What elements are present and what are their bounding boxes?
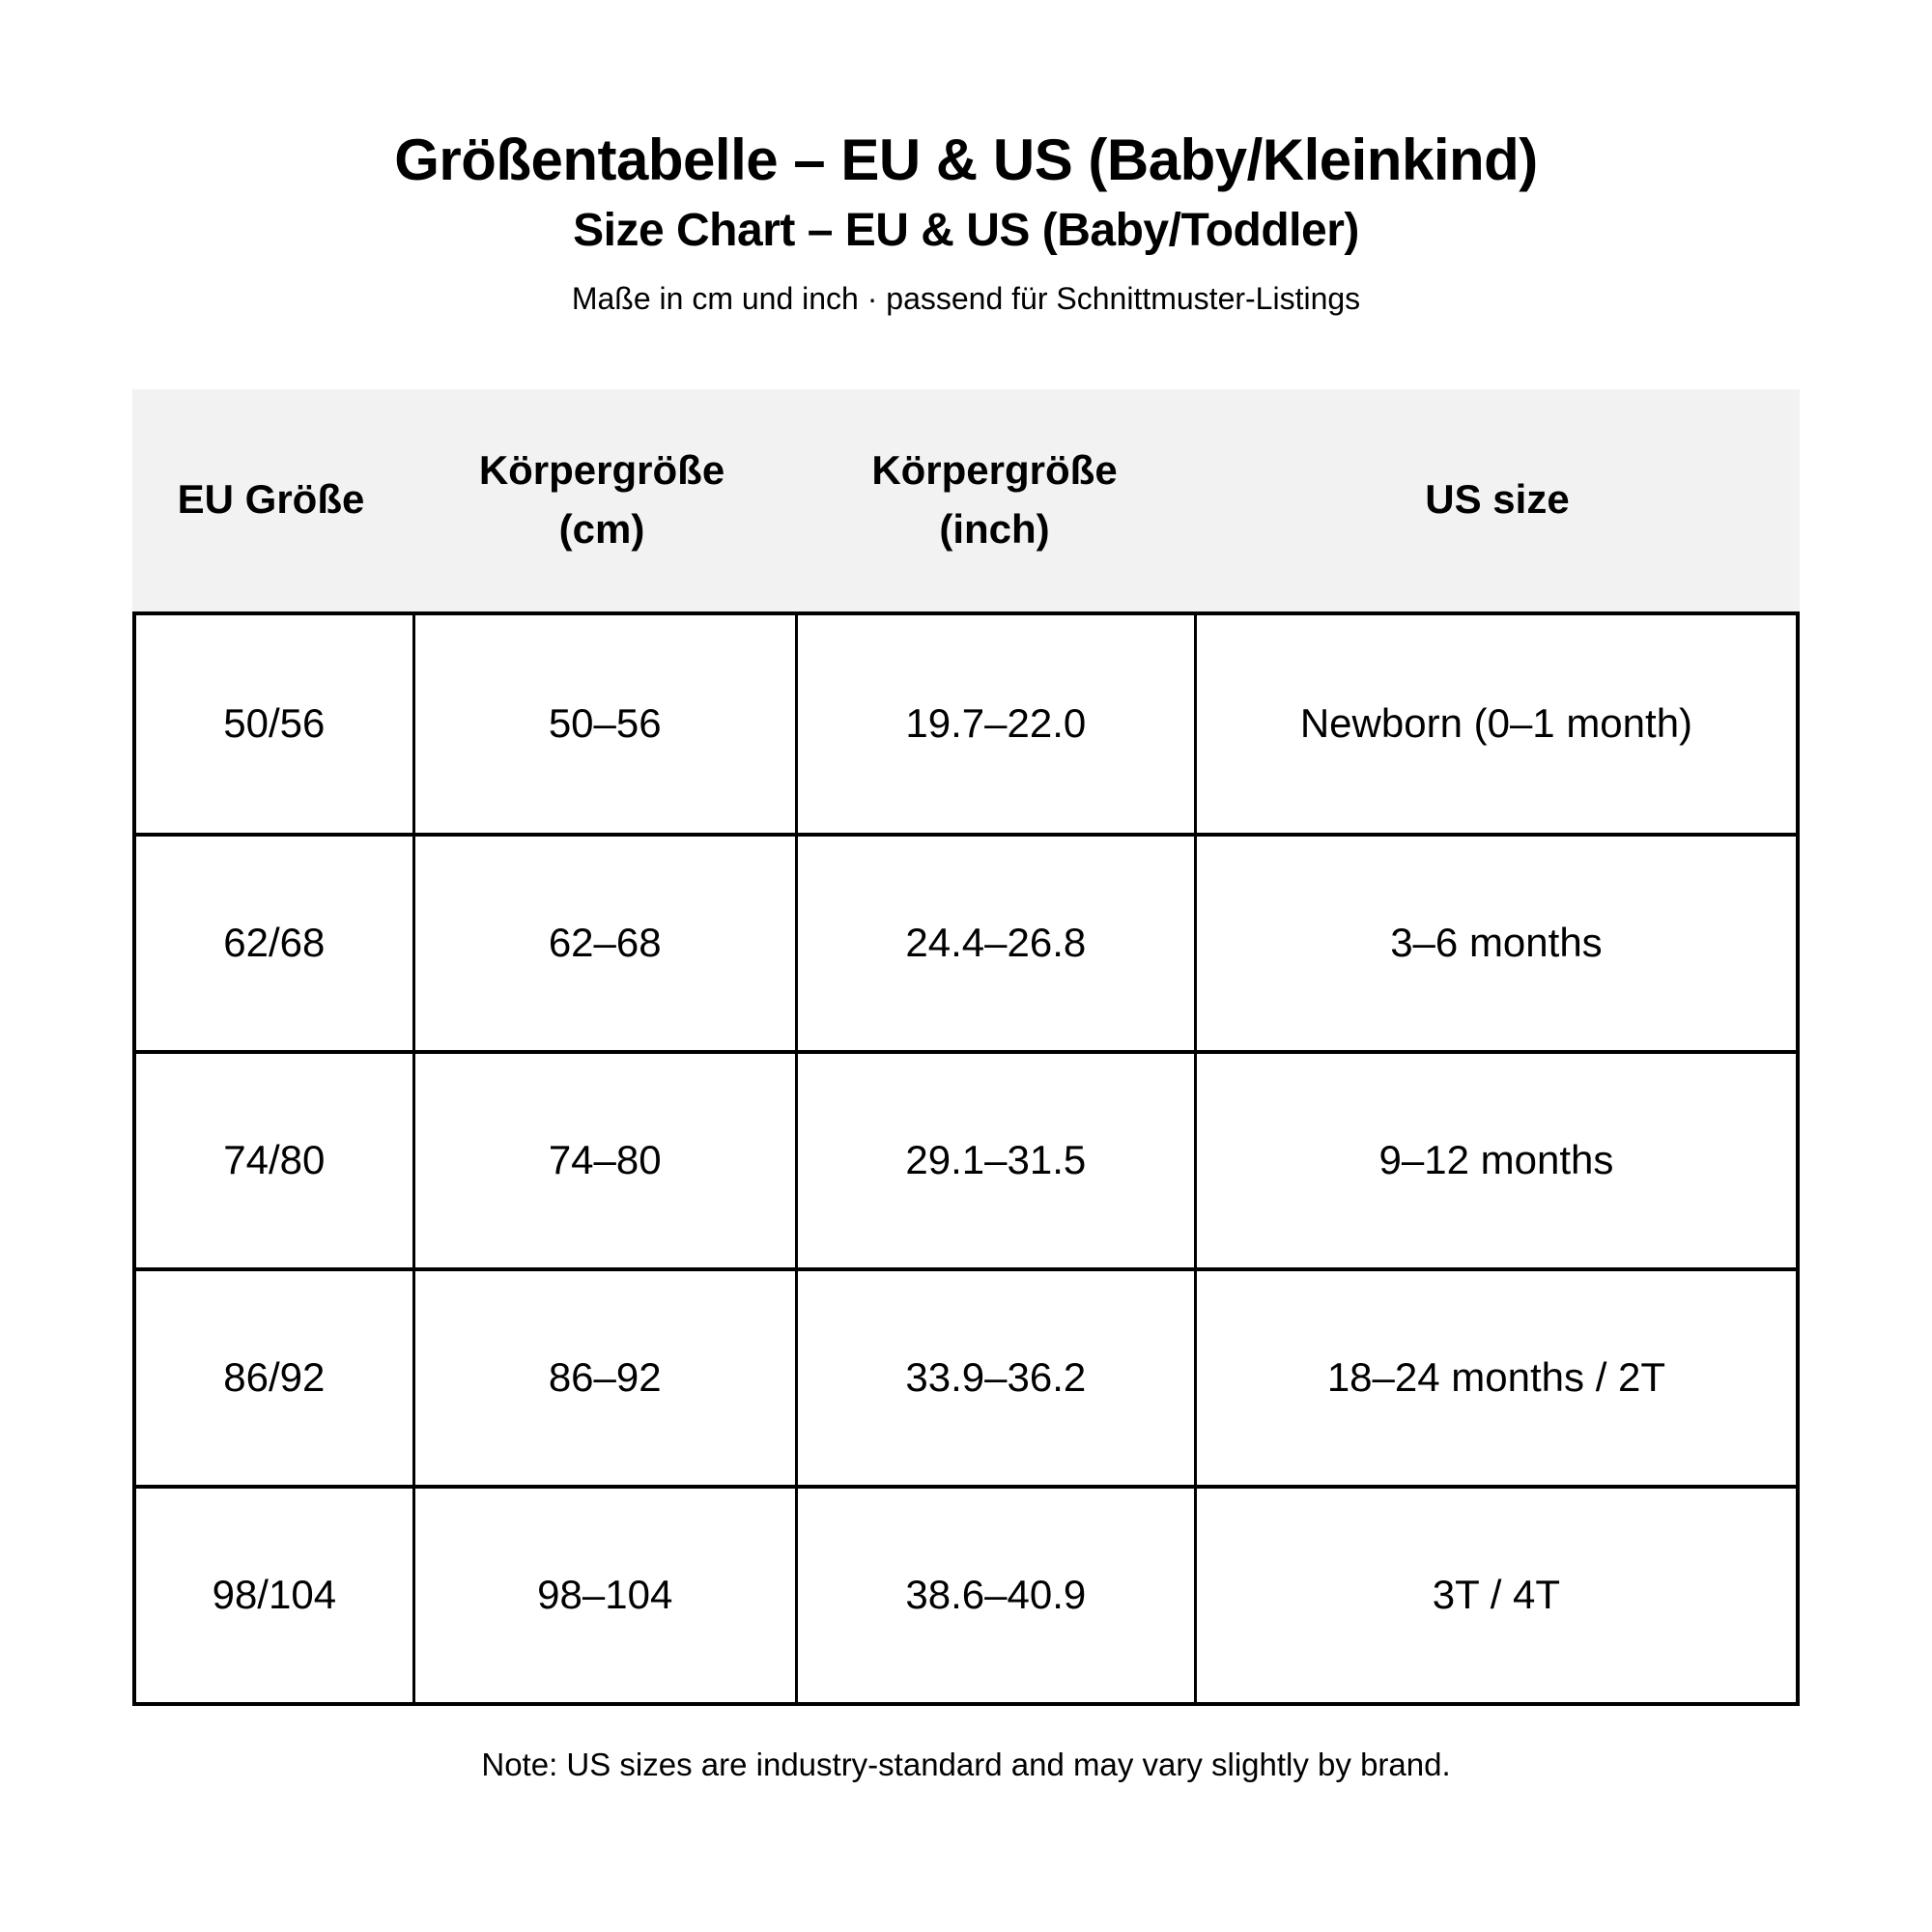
cell-height-cm: 86–92 — [412, 1270, 795, 1485]
cell-height-inch: 24.4–26.8 — [794, 836, 1194, 1050]
header-cell-us-size: US size — [1425, 476, 1570, 523]
cell-us-size: 18–24 months / 2T — [1193, 1270, 1796, 1485]
size-table: EU Größe Körpergröße (cm) Körpergröße (i… — [132, 388, 1800, 1706]
cell-height-cm: 50–56 — [412, 614, 795, 833]
cell-us-size: 9–12 months — [1193, 1053, 1796, 1267]
cell-us-size: 3–6 months — [1193, 836, 1796, 1050]
page-subtitle: Size Chart – EU & US (Baby/Toddler) — [573, 205, 1359, 256]
cell-height-cm: 74–80 — [412, 1053, 795, 1267]
page-header: Größentabelle – EU & US (Baby/Kleinkind)… — [0, 0, 1932, 320]
cell-us-size: Newborn (0–1 month) — [1193, 614, 1796, 833]
header-cell-eu-size: EU Größe — [177, 476, 365, 523]
cell-height-inch: 38.6–40.9 — [794, 1488, 1194, 1702]
footer-note: Note: US sizes are industry-standard and… — [481, 1746, 1451, 1782]
cell-height-cm: 62–68 — [412, 836, 795, 1050]
cell-eu-size: 62/68 — [223, 920, 326, 966]
table-row: 62/68 62–68 24.4–26.8 3–6 months — [136, 832, 1796, 1050]
table-header-row: EU Größe Körpergröße (cm) Körpergröße (i… — [132, 388, 1800, 611]
table-row: 74/80 74–80 29.1–31.5 9–12 months — [136, 1049, 1796, 1267]
cell-us-size: 3T / 4T — [1193, 1488, 1796, 1702]
cell-height-inch: 33.9–36.2 — [794, 1270, 1194, 1485]
table-row: 50/56 50–56 19.7–22.0 Newborn (0–1 month… — [136, 614, 1796, 833]
cell-eu-size: 50/56 — [223, 700, 326, 747]
header-cell-height-cm: Körpergröße (cm) — [478, 446, 725, 552]
table-row: 86/92 86–92 33.9–36.2 18–24 months / 2T — [136, 1266, 1796, 1485]
page-tagline: Maße in cm und inch · passend für Schnit… — [571, 281, 1361, 316]
cell-height-inch: 29.1–31.5 — [794, 1053, 1194, 1267]
page-title: Größentabelle – EU & US (Baby/Kleinkind) — [394, 128, 1538, 192]
header-cell-height-inch: Körpergröße (inch) — [871, 446, 1118, 552]
table-row: 98/104 98–104 38.6–40.9 3T / 4T — [136, 1484, 1796, 1702]
cell-eu-size: 98/104 — [212, 1572, 337, 1618]
cell-eu-size: 74/80 — [223, 1137, 326, 1183]
cell-height-inch: 19.7–22.0 — [794, 614, 1194, 833]
cell-height-cm: 98–104 — [412, 1488, 795, 1702]
cell-eu-size: 86/92 — [223, 1354, 326, 1401]
table-body: 50/56 50–56 19.7–22.0 Newborn (0–1 month… — [132, 611, 1800, 1706]
